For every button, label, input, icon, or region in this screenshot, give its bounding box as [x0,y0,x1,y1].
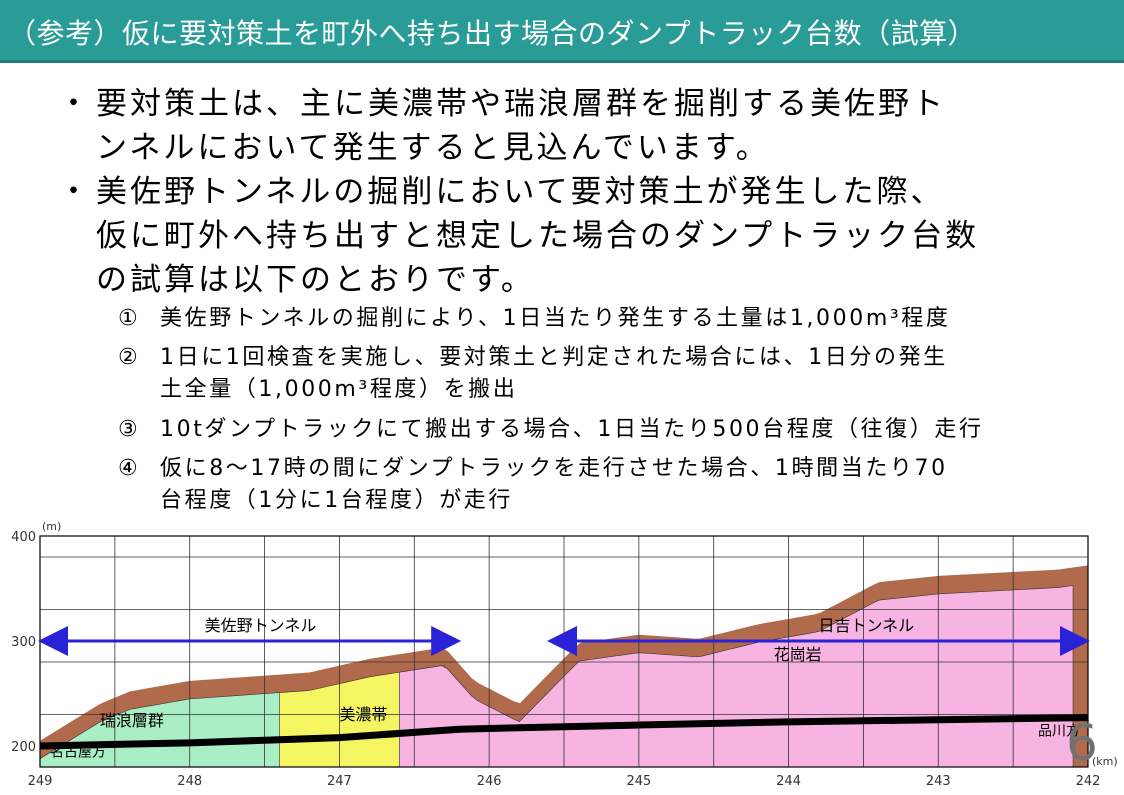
x-tick-label: 242 [1076,774,1101,789]
x-unit-label: (km) [1092,755,1118,768]
bullet-2-line-3: の試算は以下のとおりです。 [96,262,535,298]
x-tick-label: 245 [626,774,651,789]
label-tunnel-misano: 美佐野トンネル [205,616,317,635]
y-unit-label: (m) [42,520,61,533]
bullet-2-line-1: 美佐野トンネルの掘削において要対策土が発生した際、 [96,174,945,210]
item-4-line-1: 仮に8～17時の間にダンプトラックを走行させた場合、1時間当たり70 [160,456,948,481]
item-number: ① [118,306,141,331]
x-tick-label: 243 [926,774,951,789]
bullet-1-line-1: 要対策土は、主に美濃帯や瑞浪層群を掘削する美佐野ト [96,86,946,122]
label-mizunami: 瑞浪層群 [100,711,164,730]
page-number: 6 [1066,714,1098,772]
label-tunnel-hiyoshi: 日吉トンネル [819,616,915,635]
item-number: ② [118,345,141,370]
bullet-mark: ・ [58,174,92,210]
y-tick-label: 400 [11,530,36,545]
x-tick-label: 248 [177,774,202,789]
item-2-line-1: 1日に1回検査を実施し、要対策土と判定された場合には、1日分の発生 [160,345,948,370]
item-number: ③ [118,417,141,442]
item-3-line-1: 10tダンプトラックにて搬出する場合、1日当たり500台程度（往復）走行 [160,417,984,442]
label-mino: 美濃帯 [339,705,387,724]
x-tick-label: 244 [776,774,801,789]
x-tick-label: 247 [327,774,352,789]
bullet-mark: ・ [58,86,92,122]
title-bar: （参考）仮に要対策土を町外へ持ち出す場合のダンプトラック台数（試算） [0,0,1124,63]
label-nagoya: 名古屋方 [50,745,106,761]
x-tick-label: 246 [477,774,502,789]
y-tick-label: 200 [11,740,36,755]
label-granite: 花崗岩 [774,645,822,664]
y-tick-label: 300 [11,635,36,650]
bullet-1-line-2: ンネルにおいて発生すると見込んでいます。 [96,130,770,166]
route-line [39,714,1089,750]
slide-title: （参考）仮に要対策土を町外へ持ち出す場合のダンプトラック台数（試算） [8,17,977,50]
item-number: ④ [118,456,141,481]
item-4-line-2: 台程度（1分に1台程度）が走行 [160,488,513,513]
label-shinagawa: 品川方 [1038,724,1080,740]
x-tick-label: 249 [28,774,53,789]
item-1-line-1: 美佐野トンネルの掘削により、1日当たり発生する土量は1,000m³程度 [160,306,951,331]
bullet-2-line-2: 仮に町外へ持ち出すと想定した場合のダンプトラック台数 [96,218,980,254]
item-2-line-2: 土全量（1,000m³程度）を搬出 [160,377,518,402]
geological-profile-chart: 美佐野トンネル 日吉トンネル花崗岩美濃帯 瑞浪層群名古屋方 品川方 400 300 200 (… [0,500,1124,791]
